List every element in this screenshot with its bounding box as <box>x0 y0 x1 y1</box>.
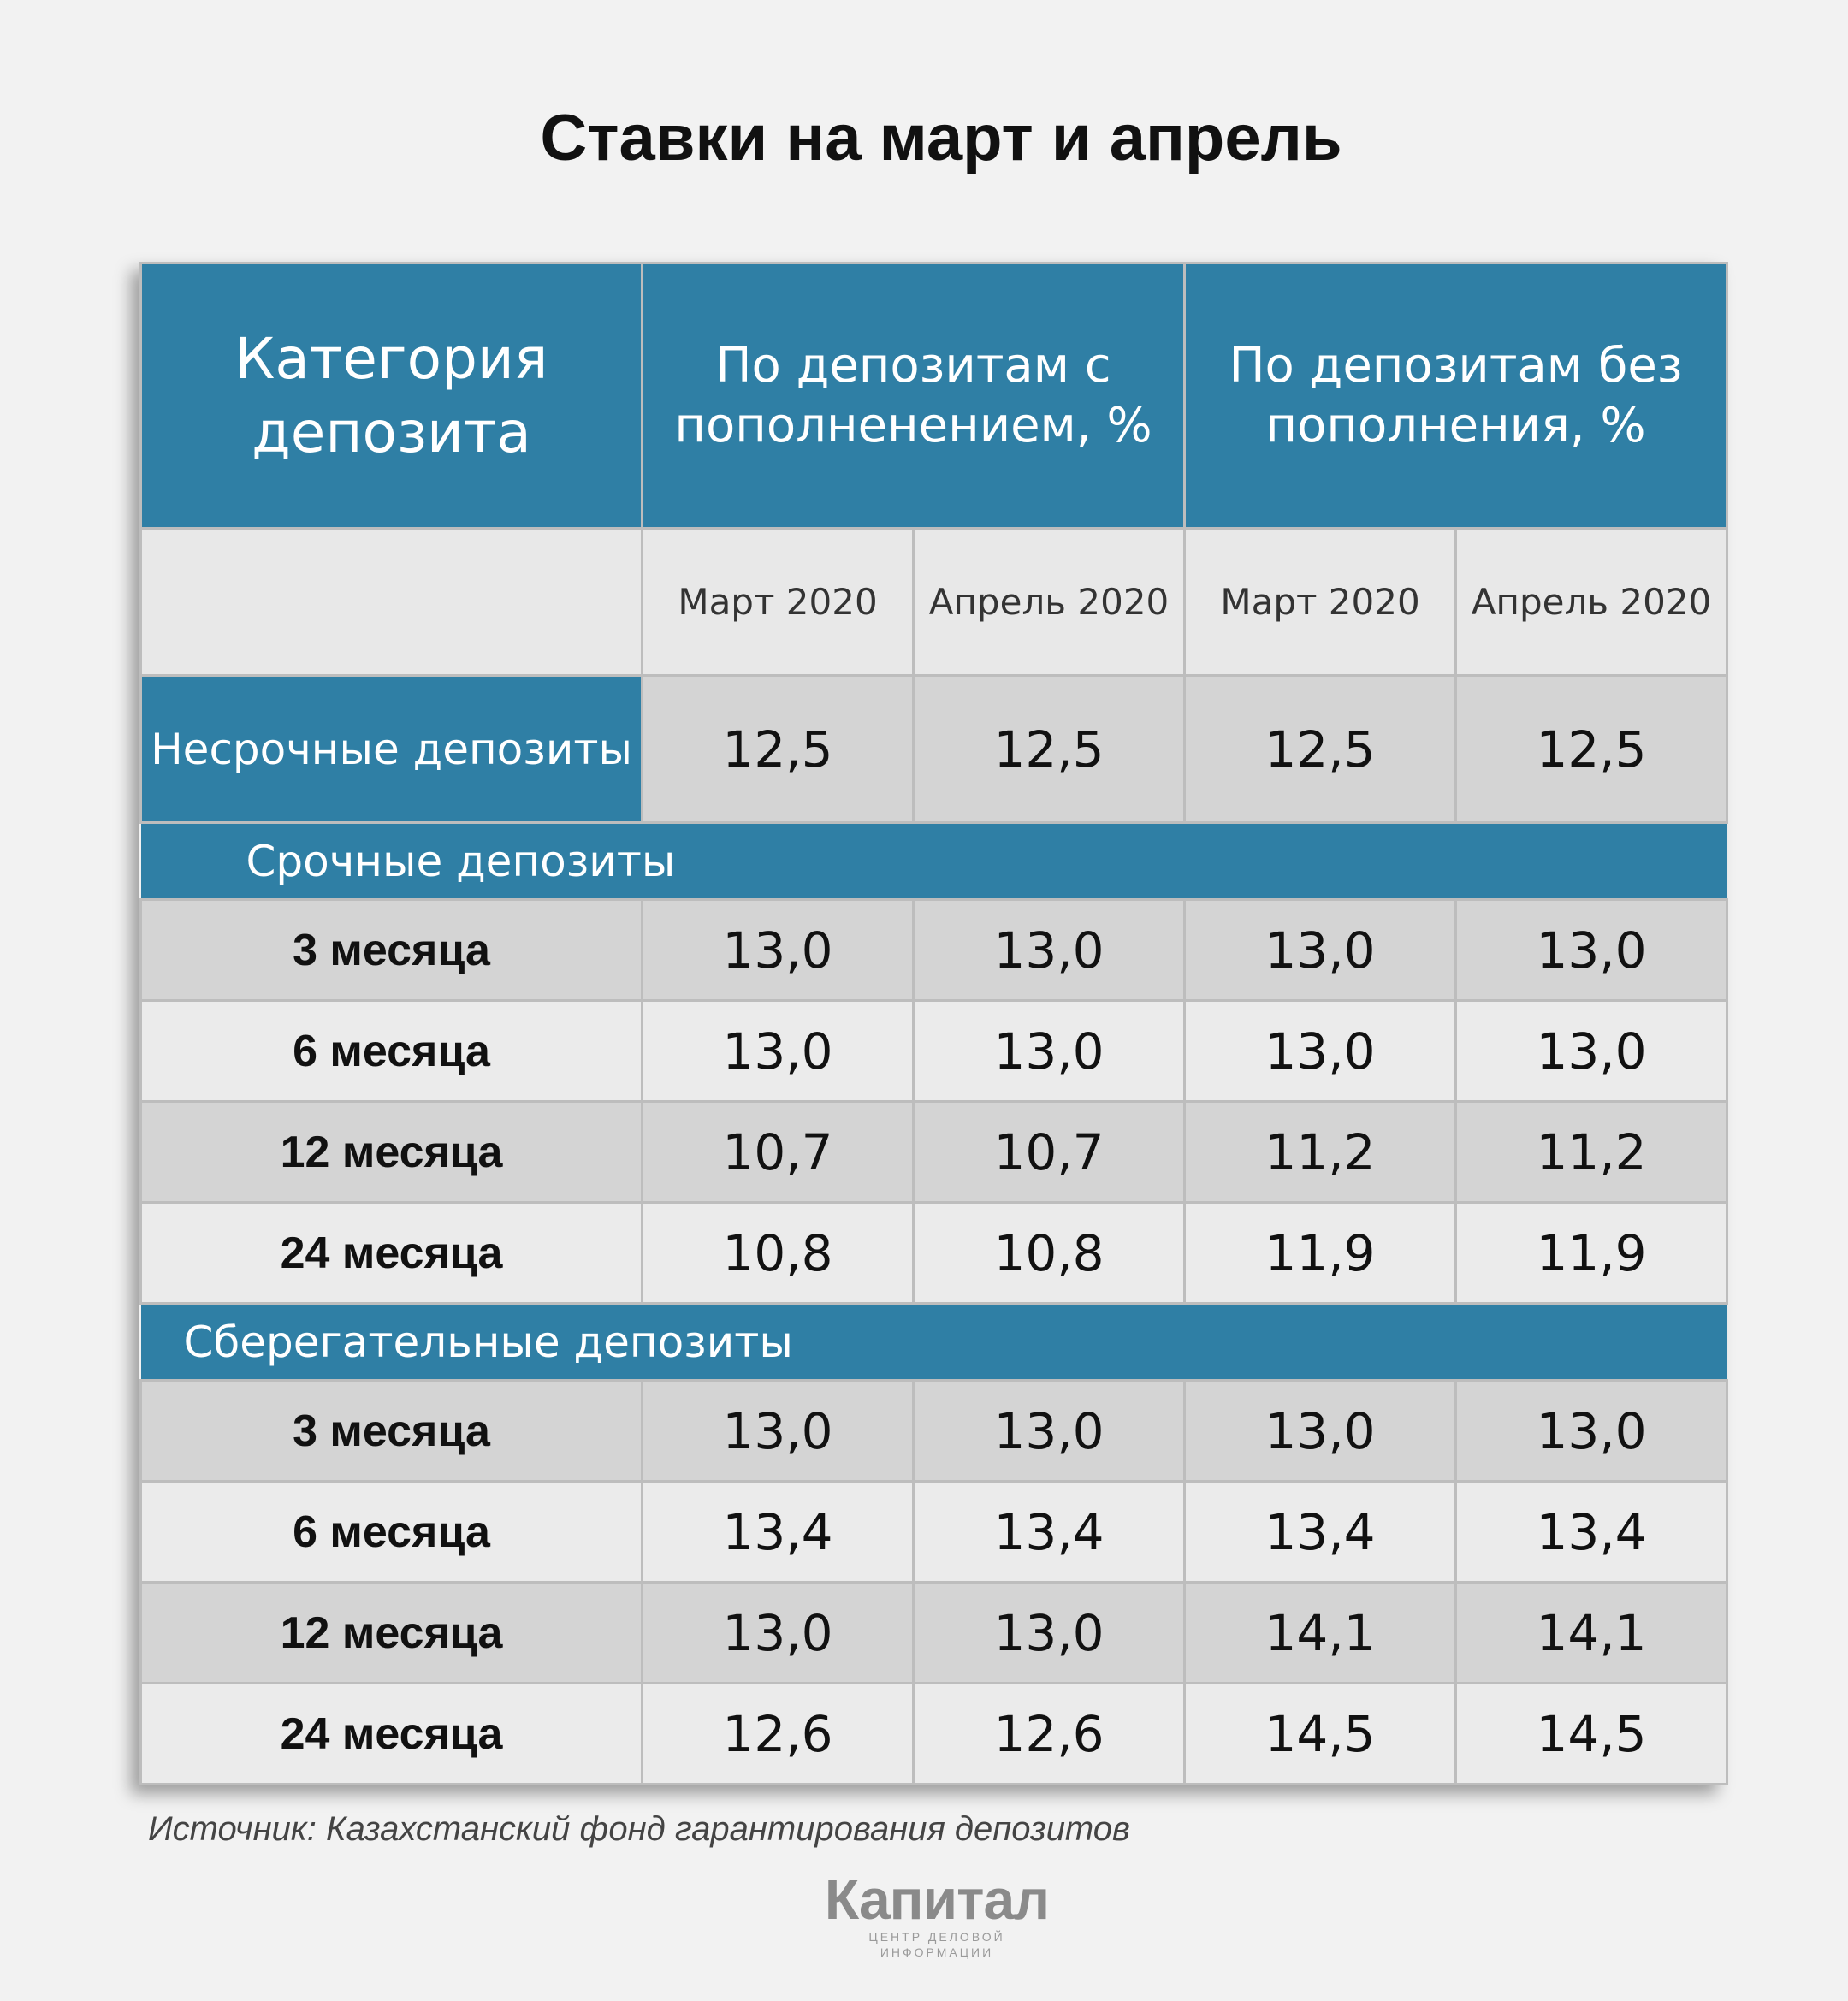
table-cell: 13,0 <box>911 999 1187 1103</box>
table-row: 3 месяца 13,0 13,0 13,0 13,0 <box>139 898 1729 1002</box>
table-cell: 14,5 <box>1183 1682 1458 1785</box>
demand-deposits-label: Несрочные депозиты <box>139 674 643 824</box>
table-cell: 10,8 <box>641 1201 915 1305</box>
table-cell: 14,5 <box>1454 1682 1729 1785</box>
row-label: 3 месяца <box>139 898 643 1002</box>
source-note: Источник: Казахстанский фонд гарантирова… <box>148 1810 1130 1848</box>
table-cell: 13,0 <box>1183 1379 1458 1483</box>
table-row: 6 месяца 13,0 13,0 13,0 13,0 <box>139 999 1729 1103</box>
table-row: 3 месяца 13,0 13,0 13,0 13,0 <box>139 1379 1729 1483</box>
table-row: 12 месяца 10,7 10,7 11,2 11,2 <box>139 1100 1729 1204</box>
table-cell: 11,9 <box>1183 1201 1458 1305</box>
table-cell: 13,0 <box>911 898 1187 1002</box>
table-cell: 13,0 <box>641 999 915 1103</box>
table-cell: 13,0 <box>1454 898 1729 1002</box>
table-cell: 12,5 <box>911 674 1187 824</box>
table-cell: 12,5 <box>1183 674 1458 824</box>
category-header: Категория депозита <box>139 262 643 530</box>
table-cell: 12,5 <box>1454 674 1729 824</box>
table-cell: 13,0 <box>1454 999 1729 1103</box>
header-row: Категория депозита По депозитам с пополн… <box>139 262 1729 530</box>
table-cell: 10,7 <box>911 1100 1187 1204</box>
table-row: 6 месяца 13,4 13,4 13,4 13,4 <box>139 1480 1729 1584</box>
table-cell: 13,0 <box>1183 999 1458 1103</box>
row-label: 24 месяца <box>139 1201 643 1305</box>
table-cell: 12,5 <box>641 674 915 824</box>
section-title-term: Срочные депозиты <box>140 821 1727 901</box>
logo-name: Капитал <box>824 1868 1050 1931</box>
row-label: 3 месяца <box>139 1379 643 1483</box>
table-row: 12 месяца 13,0 13,0 14,1 14,1 <box>139 1581 1729 1684</box>
table-cell: 13,0 <box>641 898 915 1002</box>
table-cell: 11,9 <box>1454 1201 1729 1305</box>
table-cell: 13,4 <box>1183 1480 1458 1584</box>
table-cell: 10,8 <box>911 1201 1187 1305</box>
table-cell: 12,6 <box>911 1682 1187 1785</box>
table-row: 24 месяца 12,6 12,6 14,5 14,5 <box>139 1682 1729 1785</box>
table-cell: 14,1 <box>1454 1581 1729 1684</box>
table-cell: 12,6 <box>641 1682 915 1785</box>
section-header-row: Срочные депозиты <box>140 821 1727 901</box>
table-cell: 13,4 <box>1454 1480 1729 1584</box>
rates-table: Категория депозита По депозитам с пополн… <box>139 262 1729 1785</box>
table-cell: 13,0 <box>1183 898 1458 1002</box>
section-header-row: Сберегательные депозиты <box>140 1302 1727 1382</box>
kapital-logo: Капитал ЦЕНТР ДЕЛОВОЙ ИНФОРМАЦИИ <box>817 1869 1057 1960</box>
row-label: 6 месяца <box>139 999 643 1103</box>
table-cell: 13,0 <box>641 1379 915 1483</box>
table-cell: 14,1 <box>1183 1581 1458 1684</box>
demand-deposits-row: Несрочные депозиты 12,5 12,5 12,5 12,5 <box>139 674 1729 824</box>
rates-table-container: Категория депозита По депозитам с пополн… <box>139 262 1729 1785</box>
row-label: 6 месяца <box>139 1480 643 1584</box>
table-cell: 13,0 <box>1454 1379 1729 1483</box>
section-title-savings: Сберегательные депозиты <box>140 1302 1727 1382</box>
table-cell: 13,0 <box>911 1581 1187 1684</box>
table-cell: 13,4 <box>911 1480 1187 1584</box>
table-cell: 13,0 <box>911 1379 1187 1483</box>
table-cell: 11,2 <box>1454 1100 1729 1204</box>
table-row: 24 месяца 10,8 10,8 11,9 11,9 <box>139 1201 1729 1305</box>
group-header-without-topup: По депозитам без пополнения, % <box>1183 262 1729 530</box>
row-label: 24 месяца <box>139 1682 643 1785</box>
table-cell: 13,0 <box>641 1581 915 1684</box>
row-label: 12 месяца <box>139 1581 643 1684</box>
subheader-col: Апрель 2020 <box>1454 527 1729 677</box>
page-title: Ставки на март и апрель <box>540 102 1342 175</box>
logo-tagline: ЦЕНТР ДЕЛОВОЙ ИНФОРМАЦИИ <box>868 1930 1005 1959</box>
subheader-col: Апрель 2020 <box>911 527 1187 677</box>
table-cell: 10,7 <box>641 1100 915 1204</box>
subheader-col: Март 2020 <box>1183 527 1458 677</box>
subheader-row: Март 2020 Апрель 2020 Март 2020 Апрель 2… <box>139 527 1729 677</box>
table-cell: 11,2 <box>1183 1100 1458 1204</box>
group-header-with-topup: По депозитам с пополненением, % <box>640 262 1187 530</box>
table-cell: 13,4 <box>641 1480 915 1584</box>
subheader-empty <box>139 527 643 677</box>
subheader-col: Март 2020 <box>641 527 915 677</box>
row-label: 12 месяца <box>139 1100 643 1204</box>
